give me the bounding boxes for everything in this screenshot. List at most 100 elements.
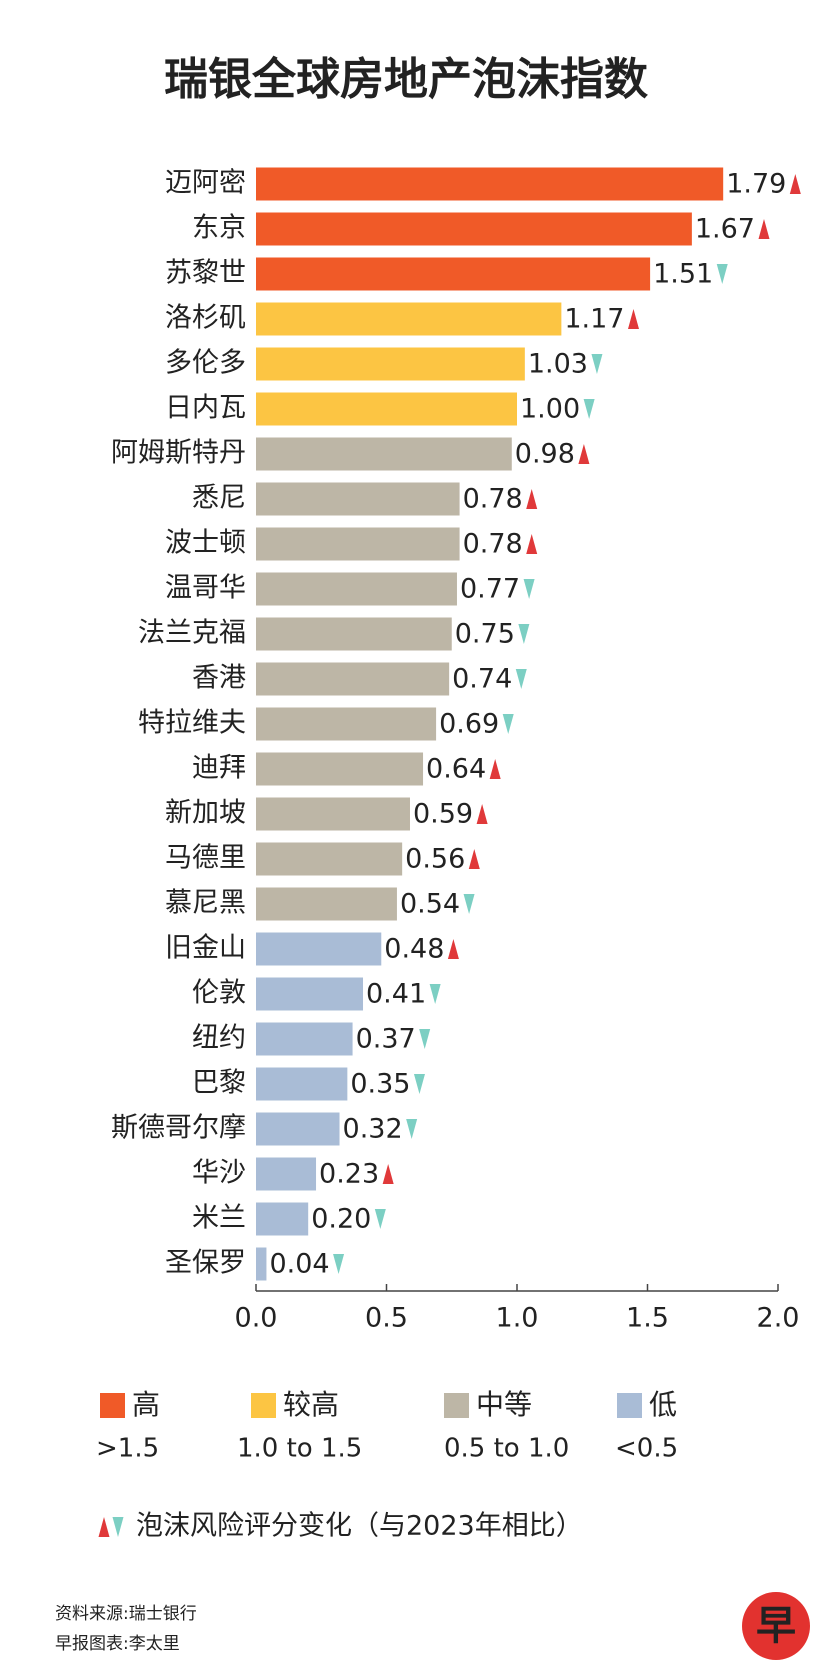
- change-marker: [463, 894, 475, 914]
- legend-range: 1.0 to 1.5: [237, 1434, 362, 1464]
- category-label: 旧金山: [165, 933, 246, 964]
- legend-label: 中等: [476, 1388, 532, 1421]
- legend-range: >1.5: [96, 1434, 159, 1464]
- bar: [256, 977, 364, 1011]
- bar: [256, 797, 410, 831]
- change-marker: [578, 444, 590, 464]
- category-label: 马德里: [165, 843, 246, 874]
- bar: [256, 1022, 353, 1056]
- value-label: 0.74: [452, 664, 512, 695]
- value-label: 1.00: [520, 394, 580, 425]
- x-tick-label: 1.0: [496, 1303, 539, 1334]
- bar: [256, 1247, 267, 1281]
- value-label: 0.37: [356, 1024, 416, 1055]
- bar: [256, 527, 460, 561]
- change-marker: [502, 714, 514, 734]
- bar: [256, 212, 692, 246]
- logo-circle: [742, 1592, 810, 1660]
- change-marker: [429, 984, 441, 1004]
- value-label: 1.17: [564, 304, 624, 335]
- bar: [256, 1157, 317, 1191]
- category-label: 特拉维夫: [138, 708, 246, 739]
- category-label: 温哥华: [165, 573, 246, 604]
- bar: [256, 1067, 348, 1101]
- bar: [256, 257, 651, 291]
- category-label: 新加坡: [165, 798, 246, 829]
- change-marker: [374, 1209, 386, 1229]
- category-label: 洛杉矶: [165, 303, 246, 334]
- bar: [256, 932, 382, 966]
- bar: [256, 437, 512, 471]
- change-marker: [489, 759, 501, 779]
- source: 资料来源:瑞士银行: [55, 1604, 197, 1624]
- value-label: 0.56: [405, 844, 465, 875]
- legend-swatch: [617, 1393, 642, 1418]
- legend-swatch: [100, 1393, 125, 1418]
- value-label: 0.78: [463, 484, 523, 515]
- value-label: 1.67: [695, 214, 755, 245]
- category-label: 波士顿: [165, 528, 246, 559]
- bar: [256, 887, 397, 921]
- legend-up-marker: [98, 1517, 110, 1537]
- value-label: 0.69: [439, 709, 499, 740]
- category-label: 迈阿密: [165, 168, 246, 199]
- change-marker: [333, 1254, 345, 1274]
- category-label: 阿姆斯特丹: [111, 438, 246, 469]
- legend-label: 高: [132, 1388, 160, 1421]
- value-label: 0.59: [413, 799, 473, 830]
- value-label: 0.35: [350, 1069, 410, 1100]
- value-label: 0.20: [311, 1204, 371, 1235]
- legend-label: 低: [649, 1388, 677, 1421]
- change-marker: [583, 399, 595, 419]
- change-marker: [382, 1164, 394, 1184]
- category-label: 香港: [192, 663, 246, 694]
- x-tick-label: 0.5: [365, 1303, 408, 1334]
- credit: 早报图表:李太里: [55, 1634, 180, 1654]
- bar: [256, 707, 437, 741]
- change-marker: [447, 939, 459, 959]
- value-label: 1.79: [726, 169, 786, 200]
- bar: [256, 347, 525, 381]
- change-marker: [419, 1029, 431, 1049]
- category-label: 斯德哥尔摩: [111, 1113, 246, 1144]
- legend-down-marker: [112, 1517, 124, 1537]
- bar: [256, 1112, 340, 1146]
- bar: [256, 617, 452, 651]
- change-marker: [523, 579, 535, 599]
- value-label: 0.78: [463, 529, 523, 560]
- change-marker: [789, 174, 801, 194]
- bar: [256, 1202, 309, 1236]
- x-tick-label: 1.5: [626, 1303, 669, 1334]
- change-marker: [406, 1119, 418, 1139]
- value-label: 1.51: [653, 259, 713, 290]
- value-label: 0.77: [460, 574, 520, 605]
- legend-label: 较高: [283, 1388, 339, 1421]
- change-marker: [758, 219, 770, 239]
- legend-range: 0.5 to 1.0: [444, 1434, 569, 1464]
- value-label: 0.41: [366, 979, 426, 1010]
- bar: [256, 572, 457, 606]
- change-marker: [526, 534, 538, 554]
- bar: [256, 482, 460, 516]
- change-marker: [526, 489, 538, 509]
- bar: [256, 752, 424, 786]
- category-label: 苏黎世: [165, 258, 246, 289]
- value-label: 0.98: [515, 439, 575, 470]
- chart-title: 瑞银全球房地产泡沫指数: [164, 54, 648, 105]
- value-label: 0.75: [455, 619, 515, 650]
- legend-swatch: [251, 1393, 276, 1418]
- change-marker: [627, 309, 639, 329]
- change-marker: [518, 624, 530, 644]
- category-label: 法兰克福: [138, 618, 246, 649]
- change-marker: [468, 849, 480, 869]
- bar: [256, 662, 450, 696]
- category-label: 伦敦: [192, 978, 246, 1009]
- value-label: 0.23: [319, 1159, 379, 1190]
- category-label: 米兰: [192, 1203, 246, 1234]
- category-label: 慕尼黑: [165, 888, 246, 919]
- change-marker: [515, 669, 527, 689]
- legend-range: <0.5: [615, 1434, 678, 1464]
- change-legend: 泡沫风险评分变化（与2023年相比）: [136, 1511, 583, 1542]
